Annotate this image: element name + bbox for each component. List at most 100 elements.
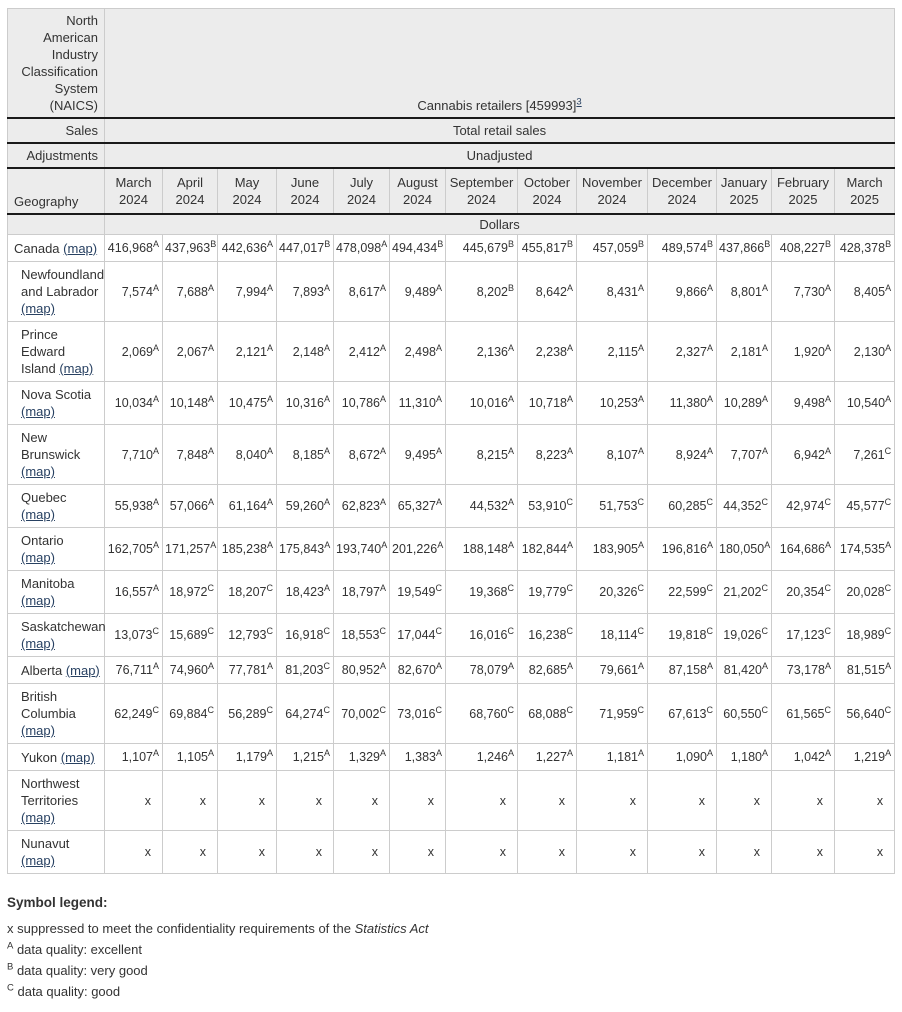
- value-cell: x: [445, 770, 518, 831]
- value-cell: 1,105A: [162, 743, 218, 771]
- units-stub-cell: [7, 213, 105, 235]
- data-quality-indicator: A: [566, 282, 573, 293]
- data-quality-indicator: A: [507, 747, 514, 758]
- footnote-3-link[interactable]: 3: [576, 96, 582, 108]
- geo-label: Newfoundland and Labrador: [21, 267, 105, 299]
- month-header: August 2024: [389, 167, 446, 215]
- data-quality-indicator: A: [824, 660, 831, 671]
- value-cell: 2,148A: [276, 321, 334, 382]
- value-cell: 56,289C: [217, 683, 277, 744]
- map-link[interactable]: (map): [63, 240, 98, 256]
- data-quality-indicator: A: [152, 238, 159, 249]
- data-quality-indicator: A: [637, 445, 644, 456]
- sales-row: Sales Total retail sales: [7, 117, 896, 144]
- map-link[interactable]: (map): [60, 749, 95, 765]
- data-quality-indicator: A: [566, 747, 573, 758]
- data-quality-indicator: C: [507, 625, 515, 636]
- month-header: May 2024: [217, 167, 277, 215]
- value-cell: 183,905A: [576, 527, 648, 571]
- value-cell: x: [276, 830, 334, 874]
- data-quality-indicator: A: [323, 342, 330, 353]
- data-quality-indicator: A: [566, 445, 573, 456]
- geo-label: Ontario: [21, 533, 64, 548]
- value-cell: 76,711A: [104, 656, 163, 684]
- data-quality-indicator: A: [152, 539, 159, 550]
- data-quality-indicator: A: [323, 747, 330, 758]
- map-link[interactable]: (map): [21, 636, 55, 651]
- value-cell: 7,574A: [104, 261, 163, 322]
- data-quality-indicator: A: [761, 342, 768, 353]
- value-cell: 82,670A: [389, 656, 446, 684]
- value-cell: 57,066A: [162, 484, 218, 528]
- map-link[interactable]: (map): [21, 464, 55, 479]
- value-cell: 416,968A: [104, 234, 163, 262]
- geo-label: Nova Scotia: [21, 387, 92, 402]
- data-quality-indicator: A: [381, 238, 388, 249]
- value-cell: 79,661A: [576, 656, 648, 684]
- value-cell: 74,960A: [162, 656, 218, 684]
- data-quality-indicator: A: [824, 282, 831, 293]
- value-cell: 87,158A: [647, 656, 717, 684]
- value-cell: 164,686A: [771, 527, 835, 571]
- data-quality-indicator: A: [437, 539, 444, 550]
- symbol-legend: Symbol legend: x suppressed to meet the …: [7, 895, 895, 1000]
- data-quality-indicator: B: [210, 238, 217, 249]
- value-cell: 442,636A: [217, 234, 277, 262]
- data-quality-indicator: A: [566, 539, 573, 550]
- data-quality-indicator: C: [566, 625, 574, 636]
- value-cell: 62,249C: [104, 683, 163, 744]
- adjustments-value: Unadjusted: [103, 142, 896, 169]
- value-cell: 9,489A: [389, 261, 446, 322]
- map-link[interactable]: (map): [21, 404, 55, 419]
- data-quality-indicator: C: [706, 582, 714, 593]
- data-quality-indicator: A: [637, 282, 644, 293]
- value-cell: 182,844A: [517, 527, 577, 571]
- data-quality-indicator: A: [266, 496, 273, 507]
- data-quality-indicator: A: [761, 445, 768, 456]
- naics-value-text: Cannabis retailers [459993]: [417, 98, 577, 113]
- data-quality-indicator: A: [706, 660, 713, 671]
- month-header: October 2024: [517, 167, 577, 215]
- value-cell: 59,260A: [276, 484, 334, 528]
- map-link[interactable]: (map): [21, 507, 55, 522]
- geo-cell: Saskatchewan (map): [7, 613, 106, 657]
- data-quality-indicator: A: [885, 342, 892, 353]
- value-cell: 2,238A: [517, 321, 577, 382]
- value-cell: 2,115A: [576, 321, 648, 382]
- data-quality-indicator: C: [323, 625, 331, 636]
- map-link[interactable]: (map): [21, 550, 55, 565]
- map-link[interactable]: (map): [21, 810, 55, 825]
- data-quality-indicator: A: [507, 445, 514, 456]
- data-quality-indicator: A: [152, 660, 159, 671]
- table-row: Northwest Territories (map) x x x x x x x x x x x x x: [7, 770, 896, 831]
- value-cell: 180,050A: [716, 527, 772, 571]
- data-quality-indicator: C: [266, 625, 274, 636]
- map-link[interactable]: (map): [65, 662, 100, 678]
- month-header: November 2024: [576, 167, 648, 215]
- data-quality-indicator: A: [379, 342, 386, 353]
- data-quality-indicator: A: [435, 747, 442, 758]
- data-quality-indicator: C: [323, 704, 331, 715]
- data-quality-indicator: A: [323, 582, 330, 593]
- map-link[interactable]: (map): [21, 853, 55, 868]
- value-cell: 478,098A: [333, 234, 390, 262]
- map-link[interactable]: (map): [59, 361, 94, 376]
- data-quality-indicator: A: [207, 342, 214, 353]
- value-cell: 1,180A: [716, 743, 772, 771]
- geo-cell: Canada (map): [7, 234, 105, 262]
- map-link[interactable]: (map): [21, 723, 55, 738]
- geo-label: New Brunswick: [21, 430, 81, 462]
- value-cell: 8,223A: [517, 424, 577, 485]
- data-quality-indicator: C: [637, 704, 645, 715]
- data-quality-indicator: C: [266, 582, 274, 593]
- data-quality-indicator: A: [885, 660, 892, 671]
- geo-label: Quebec: [21, 490, 67, 505]
- map-link[interactable]: (map): [21, 301, 55, 316]
- value-cell: x: [445, 830, 518, 874]
- data-quality-indicator: A: [706, 342, 713, 353]
- value-cell: 17,123C: [771, 613, 835, 657]
- data-quality-indicator: C: [884, 625, 892, 636]
- value-cell: 55,938A: [104, 484, 163, 528]
- map-link[interactable]: (map): [21, 593, 55, 608]
- legend-item: C data quality: good: [7, 982, 121, 999]
